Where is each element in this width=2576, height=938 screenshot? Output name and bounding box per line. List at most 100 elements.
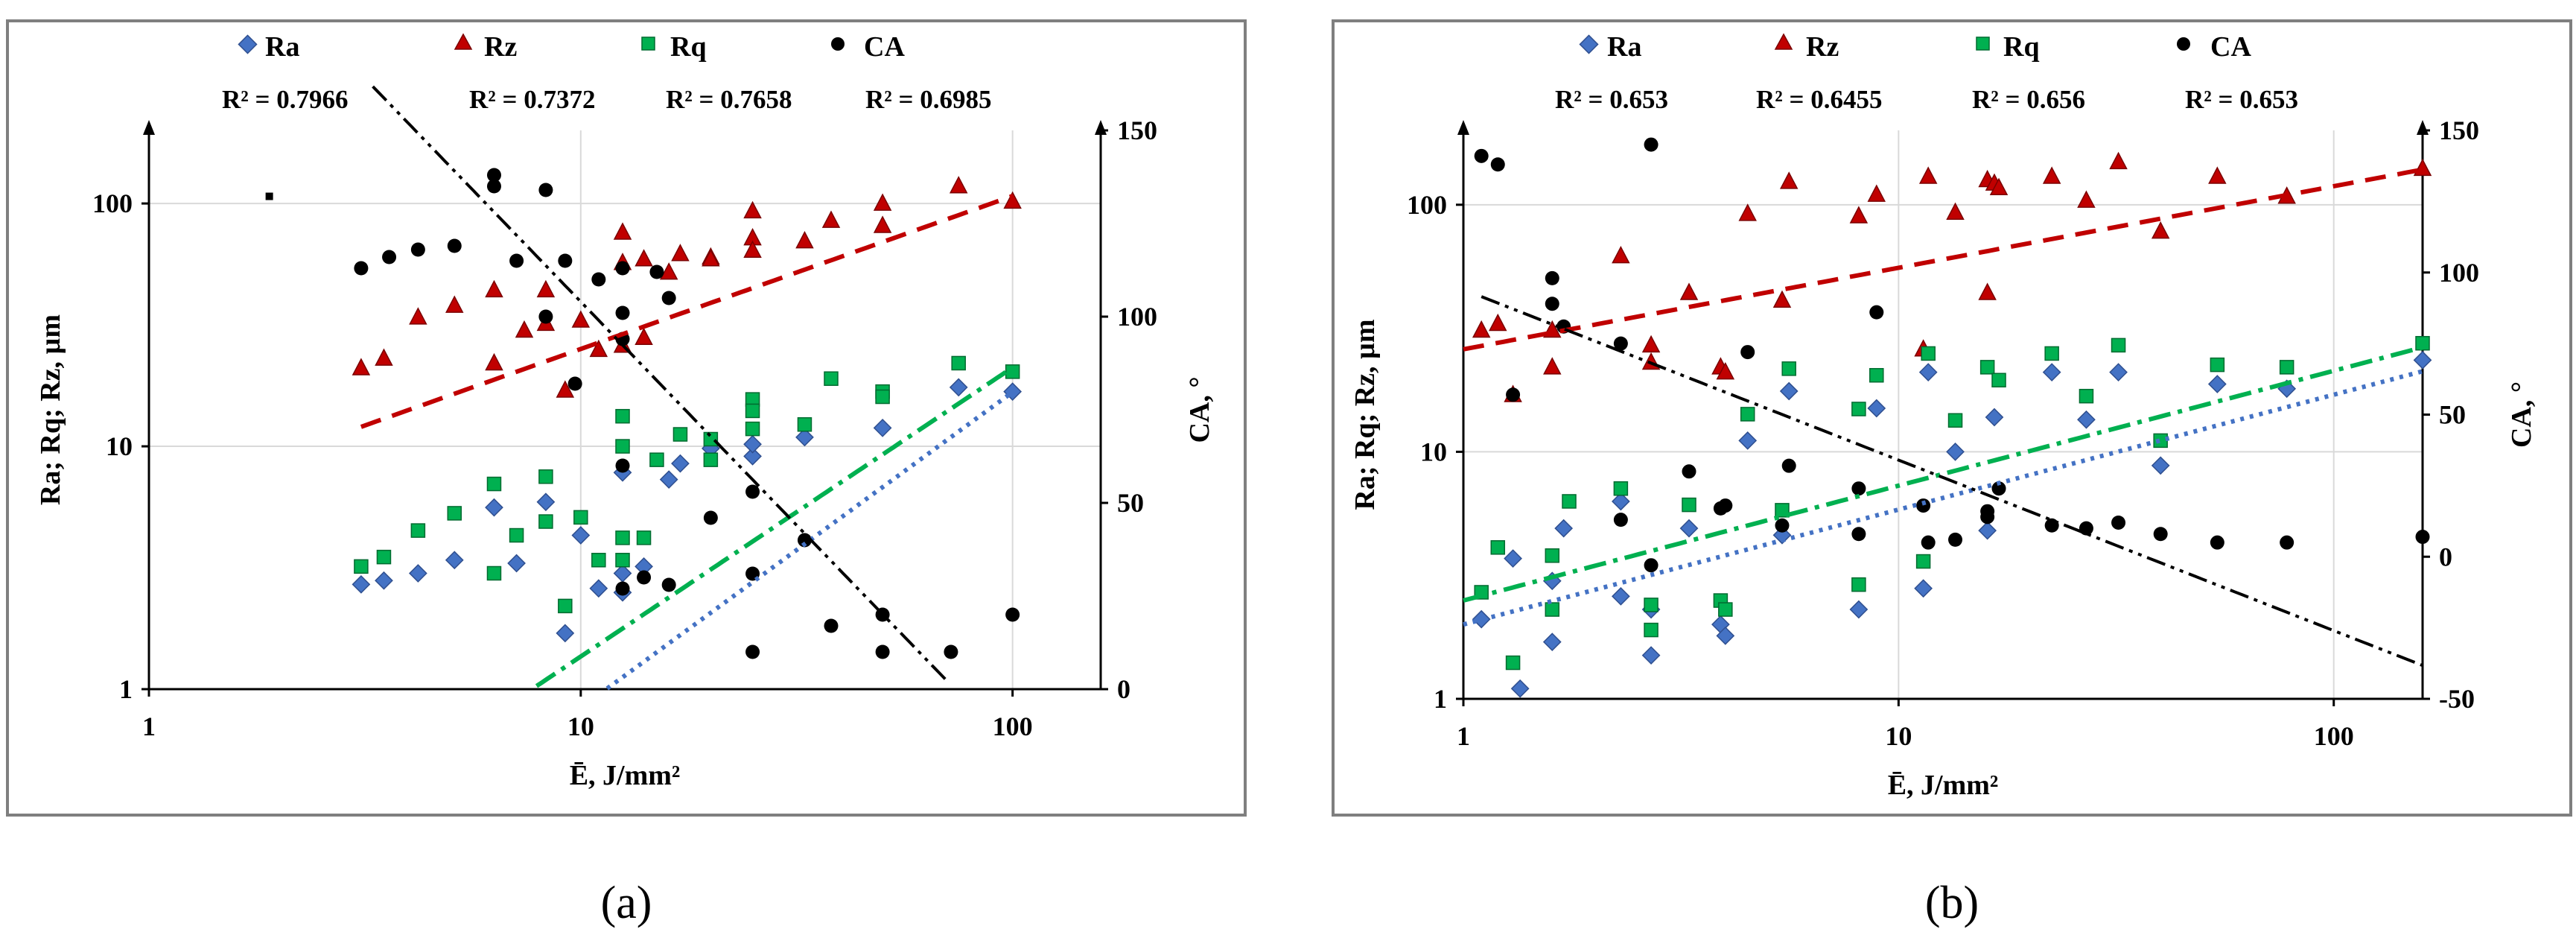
ca-point	[649, 264, 664, 279]
ca-point	[1775, 518, 1790, 533]
rq-point	[2079, 388, 2094, 404]
trendline-ca	[1481, 295, 2423, 668]
rq-point	[376, 549, 392, 565]
ca-point	[875, 644, 890, 659]
rq-point	[354, 559, 369, 574]
caption-a: (a)	[601, 878, 652, 928]
ca-point	[615, 581, 630, 596]
rz-point	[1989, 177, 2009, 195]
rq-point	[1851, 402, 1866, 416]
ra-point	[1510, 679, 1530, 698]
legend-b-rq-r2: R² = 0.656	[1972, 85, 2085, 114]
y-tick-label: 100	[1407, 190, 1447, 220]
rz-point	[743, 240, 762, 259]
ca-point	[382, 250, 397, 264]
rq-point	[615, 530, 630, 545]
ra-point	[1504, 549, 1522, 568]
rq-point	[824, 371, 839, 386]
y-tick-label: 10	[106, 431, 133, 461]
x-tick-label: 10	[567, 712, 594, 741]
trendlines	[360, 85, 1014, 691]
rq-point	[1505, 655, 1521, 671]
ra-point	[2207, 375, 2227, 393]
y-axis-title: Ra; Rq; Rz, µm	[1349, 319, 1381, 510]
rz-point	[409, 307, 427, 325]
ra-point	[2109, 363, 2128, 381]
ra-point	[1867, 399, 1886, 418]
legend-b-ca: CA R² = 0.653	[2177, 31, 2298, 114]
ca-point	[591, 272, 606, 287]
rq-point	[1490, 540, 1506, 555]
ra-point	[1641, 646, 1661, 665]
y2-tick-label: 150	[2439, 115, 2479, 145]
ca-point	[558, 253, 573, 268]
rq-point	[410, 523, 426, 538]
ra-point	[873, 419, 892, 437]
ca-point	[745, 484, 760, 499]
rz-point	[2208, 166, 2227, 184]
rq-point	[1775, 503, 1790, 518]
rq-point	[1644, 622, 1659, 638]
rq-point	[538, 469, 553, 484]
ca-point	[745, 644, 760, 659]
ca-point	[2079, 521, 2093, 536]
trendline-ra	[605, 390, 1014, 691]
axes: 1 10 100 1 10 100 0 50 100 150 Ē, J/mm² Ra; Rq; Rz,…	[35, 115, 1215, 791]
ca-point	[1613, 513, 1628, 527]
y-axis-title: Ra; Rq; Rz, µm	[35, 314, 66, 505]
ca-point	[1851, 481, 1866, 496]
rz-point	[743, 200, 762, 219]
rq-point	[745, 403, 760, 419]
trendline-ca	[372, 85, 950, 684]
rz-point	[1738, 203, 1757, 221]
ra-point	[1779, 381, 1799, 401]
x-tick-label: 1	[142, 712, 156, 741]
ra-point	[1985, 408, 2004, 427]
ca-point	[1474, 148, 1489, 163]
rq-point	[797, 417, 812, 432]
ra-point	[743, 447, 762, 466]
trendline-rq	[535, 365, 1014, 688]
rz-point	[821, 210, 841, 228]
rq-point	[1869, 367, 1884, 383]
y2-tick-label: 0	[2439, 542, 2452, 571]
rq-point	[615, 553, 630, 568]
y-axis-arrow-icon	[143, 120, 155, 135]
ca-point	[410, 242, 425, 257]
trendline-ra	[1463, 369, 2423, 627]
rz-point	[2413, 158, 2432, 177]
rz-point	[2042, 166, 2061, 184]
rq-point	[486, 476, 502, 492]
ca-point	[447, 238, 462, 253]
ra-point	[1978, 521, 1997, 540]
rz-point	[375, 348, 393, 366]
rz-point	[949, 176, 968, 194]
ca-point	[1916, 498, 1931, 513]
rq-point	[1947, 413, 1963, 428]
legend-b-ra-label: Ra	[1607, 31, 1641, 63]
trendlines	[1463, 167, 2423, 668]
gridlines	[149, 130, 1101, 689]
rz-point	[515, 320, 534, 338]
rq-point	[1991, 373, 2006, 387]
rq-point	[1644, 598, 1659, 612]
legend-a-ca-r2: R² = 0.6985	[865, 85, 991, 114]
y2-tick-label: 100	[1117, 302, 1157, 332]
diamond-marker-icon	[238, 34, 258, 54]
y2-tick-label: 100	[2439, 258, 2479, 288]
ca-point	[615, 261, 630, 276]
rz-point	[1716, 361, 1735, 380]
ca-point	[1644, 137, 1659, 152]
ra-point	[536, 492, 556, 512]
rz-point	[1543, 357, 1562, 375]
ca-point	[1644, 558, 1659, 573]
triangle-marker-icon	[454, 33, 473, 50]
rq-point	[2279, 360, 2294, 375]
ca-point	[1545, 297, 1559, 311]
x-tick-label: 1	[1457, 721, 1470, 751]
ca-point	[637, 570, 652, 585]
plot-b: 1 10 100 1 10 100 -50 0 50 100 150 Ē, J/mm² Ra; Rq; …	[1349, 115, 2537, 801]
y-tick-label: 100	[92, 188, 133, 218]
ca-point	[2153, 527, 2168, 542]
ra-point	[2413, 350, 2432, 370]
